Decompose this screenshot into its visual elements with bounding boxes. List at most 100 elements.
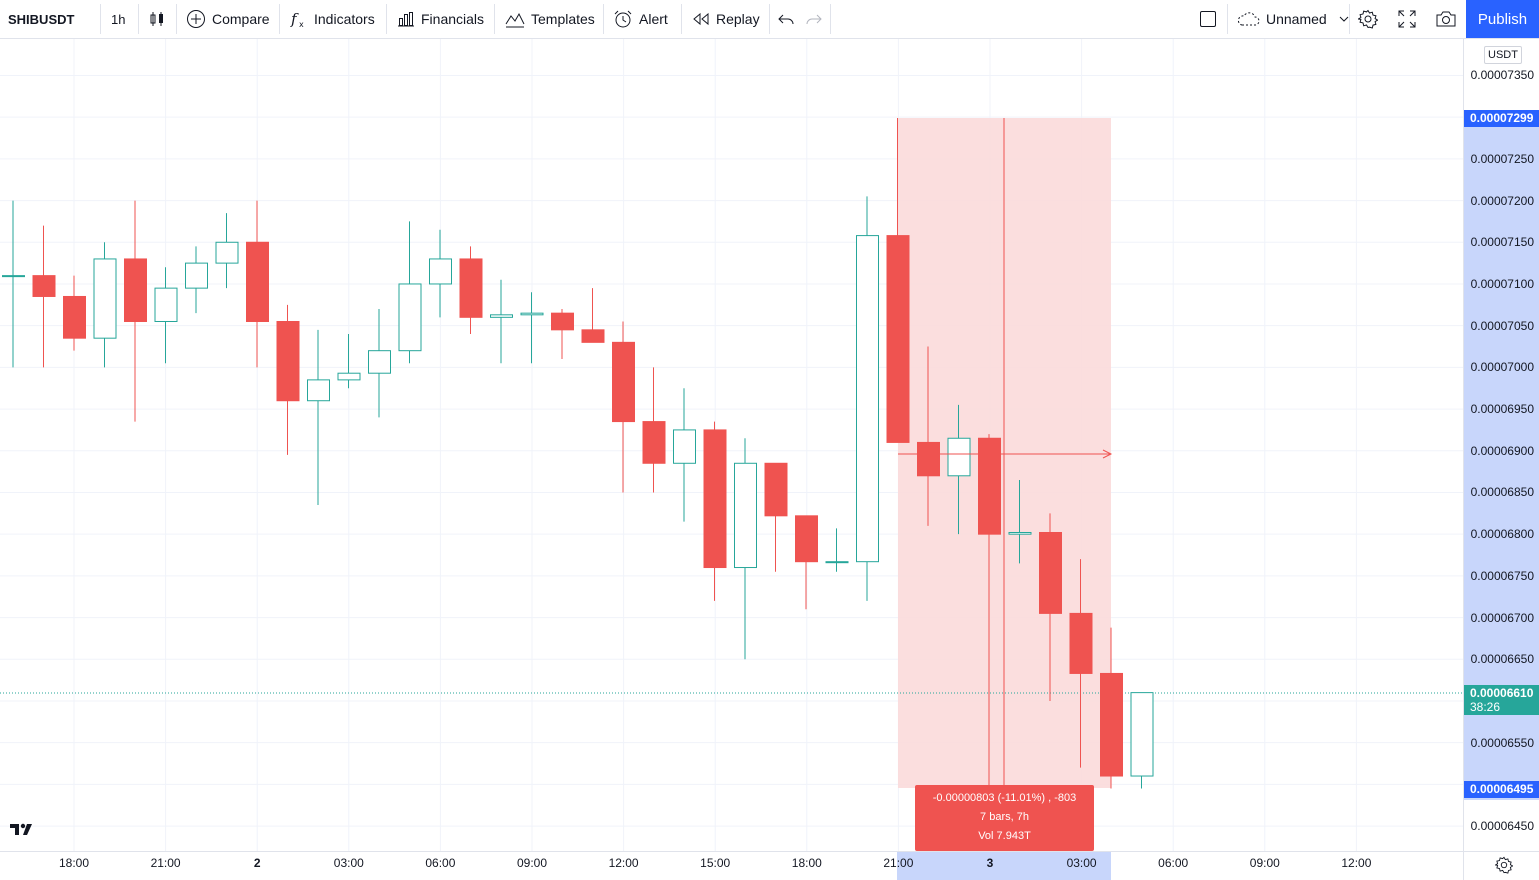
- time-range-highlight: [897, 852, 1111, 880]
- price-tick-label: 0.00006750: [1470, 568, 1534, 583]
- snapshot-button[interactable]: [1435, 0, 1457, 38]
- templates-icon: [505, 12, 525, 28]
- divider: [386, 4, 387, 34]
- price-tick-label: 0.00007000: [1470, 360, 1534, 375]
- scale-settings-button[interactable]: [1494, 856, 1514, 874]
- candle: [63, 275, 86, 351]
- square-icon: [1200, 11, 1216, 27]
- time-tick-label: 12:00: [608, 856, 639, 870]
- measure-info-box: -0.00000803 (-11.01%) , -803 7 bars, 7h …: [915, 785, 1094, 851]
- candle-body: [368, 350, 391, 374]
- divider: [494, 4, 495, 34]
- alert-button[interactable]: Alert: [613, 0, 668, 38]
- last-price-value: 0.00006610: [1470, 686, 1534, 700]
- cloud-icon: [1237, 12, 1260, 26]
- divider: [176, 4, 177, 34]
- divider: [1349, 4, 1350, 34]
- divider: [681, 4, 682, 34]
- candle: [886, 118, 910, 443]
- price-tick-label: 0.00007350: [1470, 68, 1534, 83]
- templates-button[interactable]: Templates: [505, 0, 595, 38]
- candle: [124, 200, 147, 422]
- price-tick-label: 0.00006700: [1470, 610, 1534, 625]
- candle: [368, 308, 391, 418]
- redo-button[interactable]: [806, 0, 822, 38]
- candle: [1008, 479, 1032, 564]
- replay-button[interactable]: Replay: [692, 0, 760, 38]
- time-scale-border: [0, 851, 1539, 852]
- candle-body: [337, 372, 361, 381]
- time-tick-label: 15:00: [700, 856, 731, 870]
- candle-body: [429, 258, 452, 285]
- time-tick-label: 09:00: [1249, 856, 1280, 870]
- countdown-value: 38:26: [1470, 700, 1501, 714]
- time-tick-label: 03:00: [1066, 856, 1097, 870]
- candle: [276, 304, 300, 455]
- candle-body: [520, 312, 544, 316]
- compare-button[interactable]: Compare: [186, 0, 270, 38]
- measure-arrow-head: [1102, 449, 1113, 459]
- candle-body: [93, 258, 117, 339]
- candle: [795, 515, 818, 610]
- gear-icon: [1358, 9, 1378, 29]
- compare-label: Compare: [212, 11, 270, 27]
- high-price-label: 0.00007299: [1464, 110, 1539, 127]
- candle-body: [1100, 672, 1123, 777]
- alert-label: Alert: [639, 11, 668, 27]
- candle-body: [764, 462, 788, 517]
- divider: [138, 4, 139, 34]
- select-layout-button[interactable]: [1199, 0, 1217, 38]
- plus-circle-icon: [187, 10, 205, 28]
- undo-icon: [778, 14, 794, 25]
- candle: [1130, 692, 1154, 789]
- chevron-down-icon: [1339, 16, 1349, 22]
- divider: [279, 4, 280, 34]
- layout-name-button[interactable]: Unnamed: [1236, 0, 1351, 38]
- candle: [673, 388, 696, 522]
- publish-button[interactable]: Publish: [1466, 0, 1539, 38]
- candle: [246, 200, 269, 368]
- candle-body: [398, 283, 422, 352]
- chart-type-button[interactable]: [148, 0, 166, 38]
- candle-body: [1130, 692, 1154, 777]
- candle: [93, 242, 117, 368]
- candle-body: [551, 312, 574, 331]
- symbol-search[interactable]: SHIBUSDT: [8, 0, 74, 38]
- time-tick-label: 21:00: [883, 856, 914, 870]
- candle: [734, 438, 757, 660]
- candle: [215, 213, 239, 289]
- currency-badge[interactable]: USDT: [1484, 46, 1522, 64]
- measure-change: -0.00000803 (-11.01%) , -803: [932, 792, 1077, 804]
- financials-button[interactable]: Financials: [397, 0, 484, 38]
- time-tick-label: 18:00: [58, 856, 90, 870]
- last-price-badge: 0.00006610 38:26: [1464, 685, 1539, 715]
- price-tick-label: 0.00007100: [1470, 276, 1534, 291]
- price-tick-label: 0.00007250: [1470, 151, 1534, 166]
- candle-body: [63, 295, 86, 339]
- tradingview-logo[interactable]: [8, 820, 38, 840]
- candle: [978, 434, 1001, 789]
- candle-body: [886, 235, 910, 443]
- candle-body: [978, 437, 1001, 535]
- candle: [947, 404, 971, 535]
- time-tick-label: 18:00: [791, 856, 822, 870]
- time-tick-label: 03:00: [333, 856, 364, 870]
- candle: [459, 246, 483, 335]
- settings-button[interactable]: [1358, 0, 1378, 38]
- undo-button[interactable]: [778, 0, 794, 38]
- candle: [307, 329, 330, 505]
- time-tick-label: 3: [986, 856, 994, 870]
- interval-button[interactable]: 1h: [111, 0, 125, 38]
- candle-body: [856, 235, 879, 563]
- candle-body: [459, 258, 483, 318]
- time-tick-label: 06:00: [425, 856, 456, 870]
- price-tick-label: 0.00007050: [1470, 318, 1534, 333]
- symbol-label: SHIBUSDT: [8, 11, 75, 27]
- candle-body: [1069, 612, 1093, 674]
- chart-canvas[interactable]: [0, 39, 1463, 851]
- redo-icon: [806, 14, 822, 25]
- fullscreen-button[interactable]: [1398, 0, 1416, 38]
- candle: [551, 308, 574, 360]
